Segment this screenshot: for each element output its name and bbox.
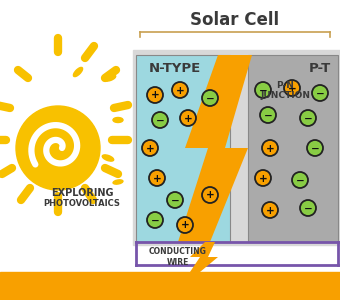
Text: +: + (146, 143, 154, 154)
Circle shape (152, 112, 168, 128)
Text: JUNCTION: JUNCTION (260, 91, 310, 100)
Circle shape (262, 202, 278, 218)
Text: P-T: P-T (309, 61, 331, 74)
Text: +: + (151, 91, 159, 100)
Circle shape (149, 170, 165, 186)
Text: +: + (181, 220, 189, 230)
Ellipse shape (73, 68, 83, 76)
Text: −: − (304, 203, 312, 214)
Text: −: − (156, 116, 164, 125)
Polygon shape (178, 55, 252, 242)
Text: N-TYPE: N-TYPE (149, 61, 201, 74)
Circle shape (255, 170, 271, 186)
Text: −: − (171, 196, 180, 206)
Circle shape (142, 140, 158, 156)
Circle shape (172, 82, 188, 98)
Ellipse shape (113, 118, 123, 122)
Circle shape (147, 87, 163, 103)
Text: +: + (153, 173, 162, 184)
Circle shape (147, 212, 163, 228)
Circle shape (284, 80, 300, 96)
Text: −: − (259, 85, 267, 95)
Text: +: + (206, 190, 215, 200)
Circle shape (202, 187, 218, 203)
Circle shape (16, 106, 100, 190)
Circle shape (180, 110, 196, 126)
Text: Solar Cell: Solar Cell (190, 11, 279, 29)
Ellipse shape (104, 75, 116, 81)
Text: +: + (176, 85, 184, 95)
Text: +: + (266, 143, 274, 154)
Text: −: − (264, 110, 272, 121)
Text: +: + (184, 113, 192, 124)
Text: P-N: P-N (276, 80, 294, 89)
Text: +: + (266, 206, 274, 215)
Polygon shape (248, 55, 338, 242)
Text: −: − (316, 88, 324, 98)
Text: PHOTOVOLTAICS: PHOTOVOLTAICS (44, 199, 120, 208)
Text: −: − (151, 215, 159, 226)
Circle shape (255, 82, 271, 98)
Circle shape (167, 192, 183, 208)
Text: EXPLORING: EXPLORING (51, 188, 113, 198)
Polygon shape (136, 55, 230, 242)
Circle shape (177, 217, 193, 233)
Text: −: − (295, 176, 304, 185)
Text: −: − (206, 94, 215, 103)
Circle shape (260, 107, 276, 123)
Circle shape (307, 140, 323, 156)
Text: +: + (259, 173, 267, 184)
Circle shape (300, 110, 316, 126)
Circle shape (262, 140, 278, 156)
Text: +: + (288, 83, 296, 94)
Bar (133, 50, 340, 245)
Polygon shape (190, 242, 218, 272)
Circle shape (312, 85, 328, 101)
Ellipse shape (113, 180, 123, 184)
Text: −: − (311, 143, 319, 154)
Ellipse shape (102, 155, 114, 161)
Text: CONDUCTING
WIRE: CONDUCTING WIRE (149, 247, 207, 267)
Bar (0, 272, 340, 300)
Circle shape (292, 172, 308, 188)
Circle shape (202, 90, 218, 106)
Text: −: − (304, 113, 312, 124)
Circle shape (300, 200, 316, 216)
